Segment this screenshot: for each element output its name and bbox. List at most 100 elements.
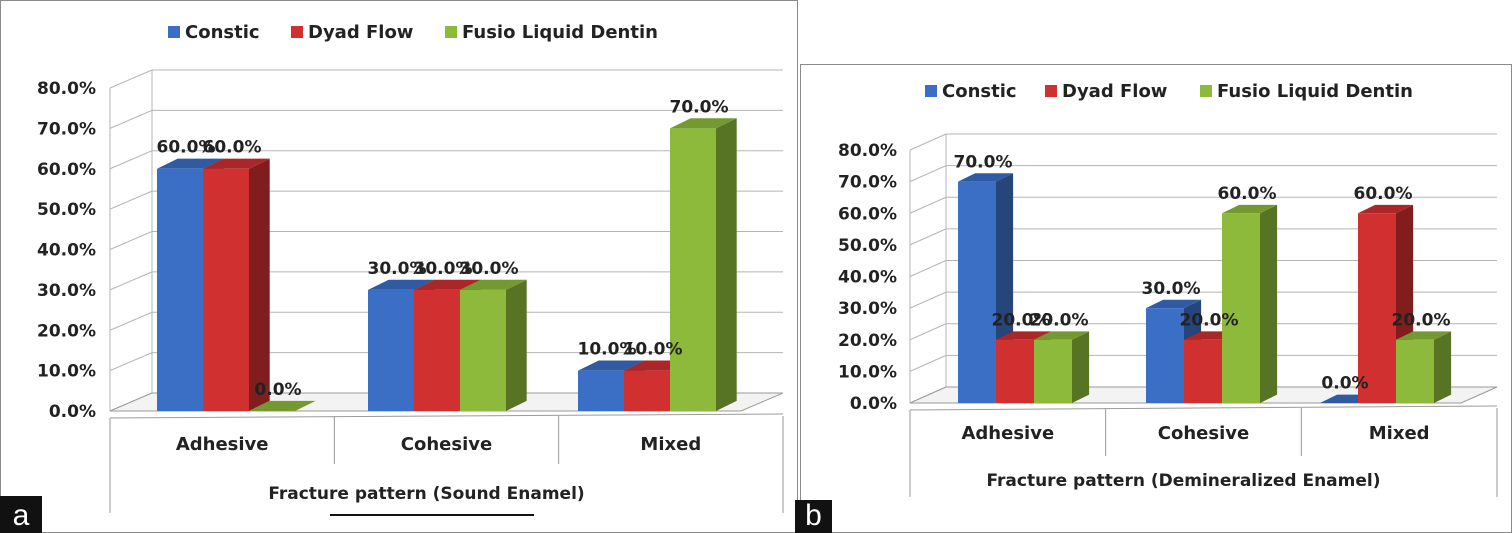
y-tick-label: 30.0% — [838, 299, 897, 319]
legend-label-dyad-flow: Dyad Flow — [308, 22, 413, 43]
y-tick-label: 80.0% — [37, 79, 96, 99]
legend-swatch-dyad-flow — [1045, 85, 1057, 97]
bar-side — [1072, 331, 1090, 403]
legend-swatch-constic — [925, 85, 937, 97]
category-axis-top — [109, 413, 784, 419]
gridline-side — [109, 190, 153, 210]
panel-label-box — [0, 496, 42, 533]
legend-label-constic: Constic — [942, 81, 1017, 102]
bar-top — [996, 331, 1052, 340]
gridline-side — [109, 69, 153, 89]
data-label: 30.0% — [368, 259, 427, 279]
bar-side — [716, 118, 737, 411]
bar-front — [578, 370, 624, 411]
y-tick-label: 50.0% — [838, 236, 897, 256]
gridline-side — [909, 228, 947, 246]
bar-top — [368, 279, 435, 290]
bar-top — [1146, 299, 1202, 309]
gridline-side — [909, 165, 947, 183]
bar-side — [249, 158, 270, 411]
bar-front — [1146, 308, 1184, 403]
y-tick-label: 0.0% — [49, 402, 96, 422]
bar-front — [1034, 339, 1072, 403]
gridline-side — [109, 311, 153, 331]
category-label: Mixed — [1369, 423, 1430, 444]
gridline-side — [909, 196, 947, 214]
category-axis-frame — [109, 413, 784, 513]
bar-top — [1358, 204, 1414, 214]
category-label: Mixed — [640, 434, 701, 455]
bar-front — [624, 370, 670, 411]
category-label: Cohesive — [401, 434, 492, 455]
y-tick-label: 10.0% — [37, 362, 96, 382]
bar-front — [1358, 213, 1396, 403]
data-label: 0.0% — [254, 380, 301, 400]
category-label: Cohesive — [1158, 423, 1249, 444]
data-label: 20.0% — [1392, 310, 1451, 330]
legend-swatch-fusio-liquid-dentin — [1200, 85, 1212, 97]
legend: Constic Dyad Flow Fusio Liquid Dentin — [168, 22, 658, 43]
bar-top — [414, 279, 481, 290]
legend-swatch-fusio-liquid-dentin — [445, 26, 457, 38]
bar-side — [1434, 331, 1452, 403]
panel-border — [0, 0, 798, 533]
y-tick-label: 80.0% — [838, 141, 897, 161]
legend-swatch-dyad-flow — [291, 26, 303, 38]
data-label: 30.0% — [460, 259, 519, 279]
bar-top — [1396, 331, 1452, 340]
bar-front — [958, 181, 996, 403]
data-label: 10.0% — [578, 340, 637, 360]
y-tick-label: 20.0% — [37, 321, 96, 341]
bar-top — [670, 118, 737, 129]
y-tick-label: 30.0% — [37, 281, 96, 301]
bar-front — [157, 168, 203, 411]
gridline-side — [909, 133, 947, 151]
legend: Constic Dyad Flow Fusio Liquid Dentin — [925, 81, 1413, 102]
gridline-side — [909, 354, 947, 372]
data-label: 60.0% — [1218, 184, 1277, 204]
data-label: 70.0% — [670, 97, 729, 117]
bar-fusio-liquid-dentin — [249, 400, 316, 411]
bar-side — [506, 279, 527, 411]
bars — [958, 173, 1452, 403]
x-axis-title: Fracture pattern (Sound Enamel) — [268, 484, 584, 504]
data-label: 70.0% — [954, 152, 1013, 172]
gridline-side — [109, 109, 153, 129]
category-label: Adhesive — [961, 423, 1054, 444]
panel-label-box — [795, 500, 832, 533]
data-label: 20.0% — [1030, 310, 1089, 330]
chart-panel-b: 0.0% 10.0% 20.0% 30.0% 40.0% 50.0% 60.0% 70.0% 8… — [795, 64, 1512, 533]
bar-front — [1396, 339, 1434, 403]
gridline-side — [109, 352, 153, 372]
legend-label-constic: Constic — [185, 22, 260, 43]
bar-front — [460, 289, 506, 411]
data-label: 30.0% — [414, 259, 473, 279]
legend-label-fusio-liquid-dentin: Fusio Liquid Dentin — [1217, 81, 1413, 102]
gridline-side — [109, 150, 153, 170]
y-tick-label: 70.0% — [838, 173, 897, 193]
y-tick-label: 20.0% — [838, 331, 897, 351]
bar-side — [1260, 204, 1278, 403]
gridline-side — [109, 231, 153, 250]
bar-front — [670, 128, 716, 411]
bar-top — [157, 158, 224, 169]
data-label: 10.0% — [624, 340, 683, 360]
legend-label-fusio-liquid-dentin: Fusio Liquid Dentin — [462, 22, 658, 43]
bar-fusio-liquid-dentin — [1222, 204, 1278, 403]
gridline-side — [909, 260, 947, 277]
data-label: 30.0% — [1142, 279, 1201, 299]
bar-fusio-liquid-dentin — [1396, 331, 1452, 403]
panel-label: b — [805, 499, 822, 532]
bar-fusio-liquid-dentin — [670, 118, 737, 411]
y-tick-label: 70.0% — [37, 119, 96, 139]
bar-dyad-flow — [203, 158, 270, 411]
bar-top — [460, 279, 527, 290]
x-axis-title: Fracture pattern (Demineralized Enamel) — [987, 471, 1381, 491]
bar-front — [368, 289, 414, 411]
gridline-side — [109, 271, 153, 291]
data-label: 60.0% — [1354, 184, 1413, 204]
gridline-side — [909, 291, 947, 309]
bar-fusio-liquid-dentin — [460, 279, 527, 411]
bar-front — [203, 168, 249, 411]
